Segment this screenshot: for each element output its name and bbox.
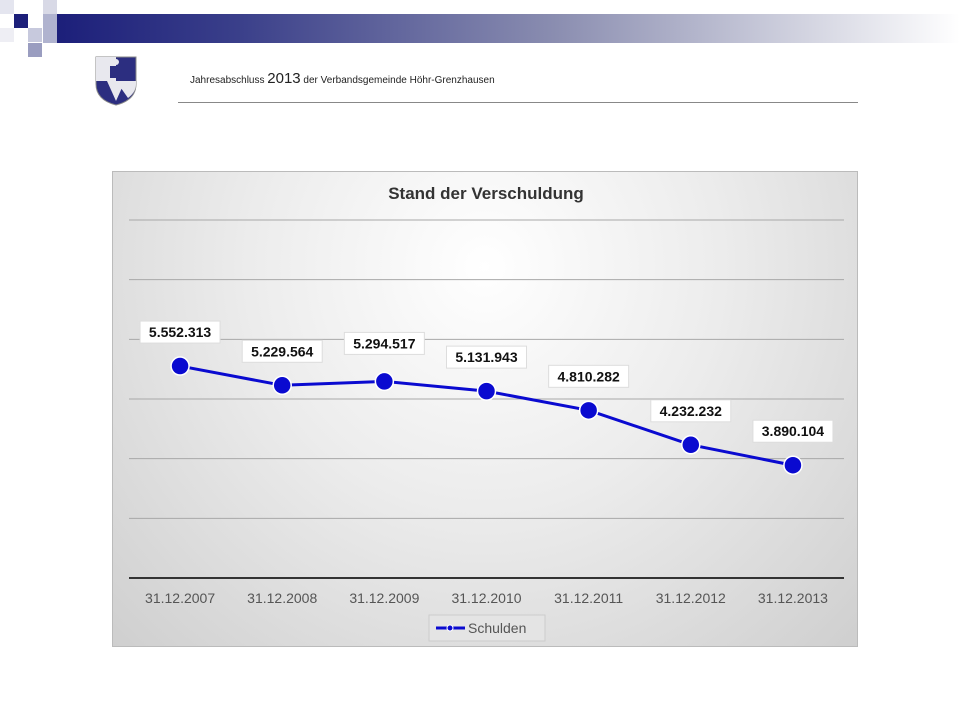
legend-marker xyxy=(446,624,454,632)
header-prefix: Jahresabschluss xyxy=(190,75,265,86)
x-tick-label: 31.12.2010 xyxy=(451,590,521,606)
data-label-box xyxy=(446,345,527,369)
x-tick-label: 31.12.2007 xyxy=(145,590,215,606)
data-label: 5.294.517 xyxy=(353,335,415,351)
decor-square xyxy=(28,43,42,57)
data-label-box xyxy=(752,419,834,443)
decor-square xyxy=(28,28,42,42)
header-suffix: der Verbandsgemeinde Höhr-Grenzhausen xyxy=(303,75,495,86)
data-label: 5.229.564 xyxy=(251,343,313,359)
data-label: 5.552.313 xyxy=(149,324,211,340)
x-tick-label: 31.12.2011 xyxy=(554,590,623,606)
data-label: 3.890.104 xyxy=(762,423,824,439)
chart-title: Stand der Verschuldung xyxy=(388,184,584,203)
data-label-box xyxy=(548,364,630,388)
data-label: 4.810.282 xyxy=(557,368,619,384)
legend-label-schulden: Schulden xyxy=(468,620,526,636)
chart-svg: Stand der Verschuldung 31.12.2007 31.12.2… xyxy=(129,184,844,642)
data-label-box xyxy=(343,331,425,355)
document-header: Jahresabschluss 2013 der Verbandsgemeind… xyxy=(190,70,495,87)
debt-chart: Stand der Verschuldung 31.12.2007 31.12.2… xyxy=(112,171,858,647)
data-point xyxy=(578,400,599,421)
data-label-box xyxy=(139,320,221,344)
data-point xyxy=(170,356,190,376)
data-point xyxy=(476,381,497,401)
header-divider xyxy=(178,102,858,103)
coat-of-arms-logo xyxy=(95,56,137,106)
x-tick-label: 31.12.2008 xyxy=(247,590,317,606)
decor-square xyxy=(0,28,14,42)
data-label: 5.131.943 xyxy=(455,349,517,365)
legend: Schulden xyxy=(428,614,546,642)
decor-square xyxy=(43,0,57,14)
header-band xyxy=(57,14,960,43)
x-tick-label: 31.12.2012 xyxy=(656,590,726,606)
data-point xyxy=(783,455,803,475)
decor-square xyxy=(14,14,28,28)
data-point xyxy=(374,371,395,392)
header-year: 2013 xyxy=(267,70,301,87)
data-label-box xyxy=(650,399,732,423)
data-label-box xyxy=(241,339,323,363)
data-point xyxy=(272,375,292,396)
decor-square xyxy=(43,14,57,43)
data-point xyxy=(681,435,701,455)
decor-square xyxy=(0,0,14,14)
x-tick-label: 31.12.2009 xyxy=(349,590,419,606)
data-label: 4.232.232 xyxy=(660,403,722,419)
x-tick-label: 31.12.2013 xyxy=(758,590,828,606)
